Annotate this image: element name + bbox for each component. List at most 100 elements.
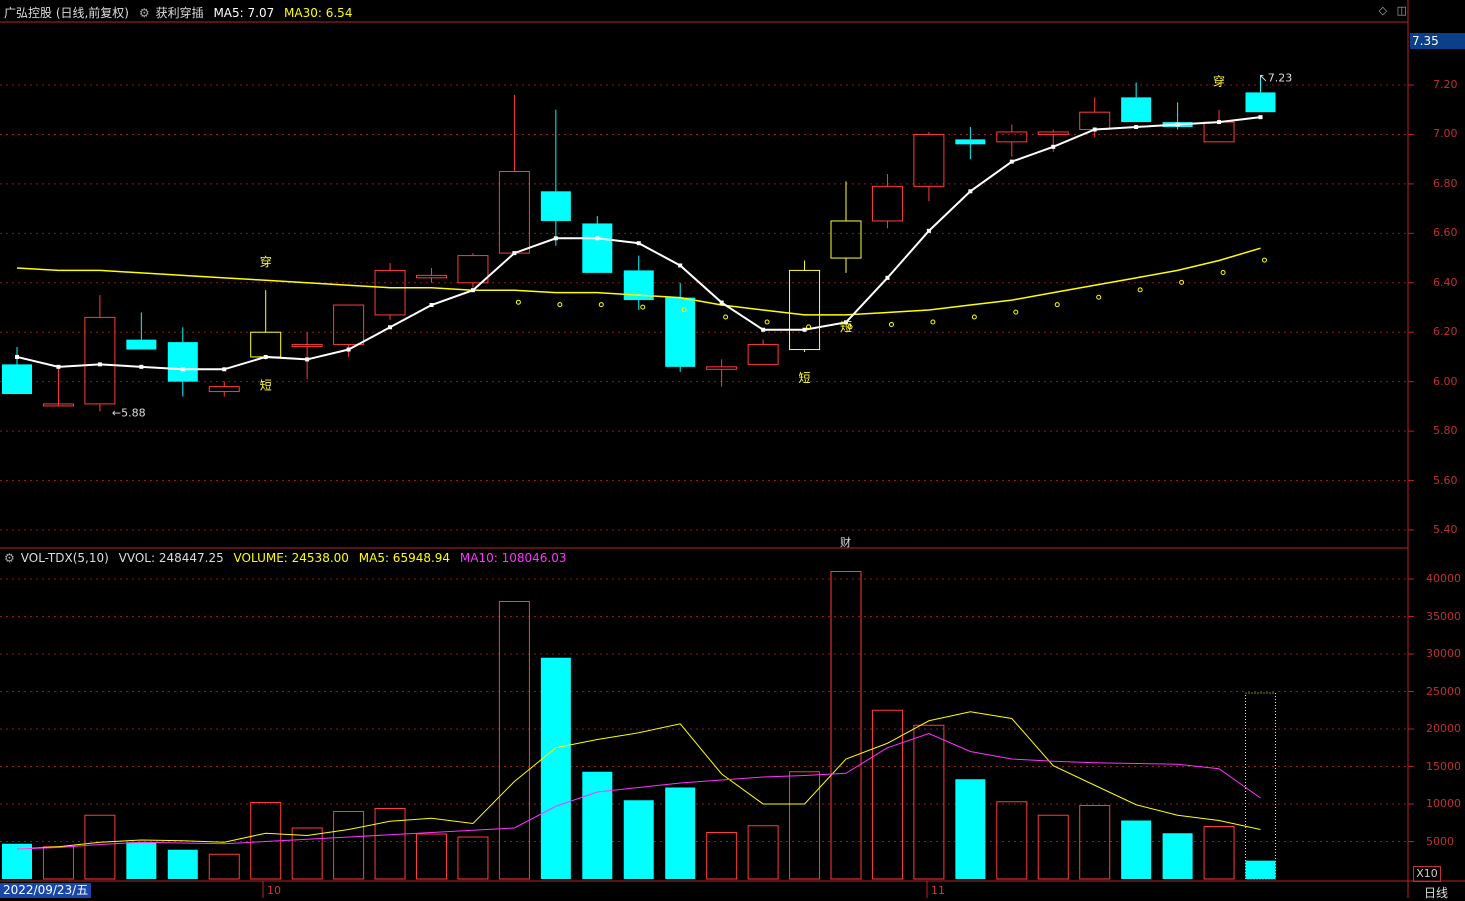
volume-bar	[1203, 826, 1235, 880]
candle-body	[126, 339, 157, 350]
volume-tick-label: 25000	[1426, 684, 1461, 698]
ma30-marker	[1013, 309, 1019, 315]
price-tick-label: 5.80	[1433, 424, 1458, 438]
ma30-marker	[847, 324, 853, 330]
candle-body	[1245, 92, 1276, 113]
price-tick-label: 5.60	[1433, 473, 1458, 487]
candle-body	[84, 316, 116, 405]
price-tick-label: 6.20	[1433, 325, 1458, 339]
volume-bar	[333, 811, 365, 880]
ma5-point	[802, 327, 807, 332]
ma30-marker	[557, 302, 563, 308]
volume-bar	[416, 833, 447, 880]
ma30-marker	[1220, 270, 1226, 276]
ma30-marker	[515, 299, 521, 305]
candle-body	[913, 133, 945, 187]
volume-bar	[208, 853, 240, 880]
price-tick-label: 5.40	[1433, 523, 1458, 536]
ma5-point	[1051, 144, 1056, 149]
ma5-point	[926, 228, 931, 233]
vol-ma5-value: MA5: 65948.94	[358, 551, 451, 565]
ma30-marker	[1262, 257, 1267, 263]
indicator-name[interactable]: 获利穿插	[155, 6, 204, 20]
volume-bar	[996, 801, 1028, 880]
volume-bar	[582, 771, 613, 879]
ma30-marker	[723, 314, 729, 320]
volume-tick-label: 30000	[1426, 647, 1461, 660]
candle-body	[250, 331, 282, 358]
vol-ma10-value: MA10: 108046.03	[459, 551, 567, 565]
volume-bar	[374, 808, 406, 880]
ma5-point	[885, 275, 890, 280]
volume-unit: X10	[1413, 866, 1441, 882]
volume-bar	[747, 825, 779, 880]
period-label[interactable]: 日线	[1424, 886, 1449, 900]
candle-body	[457, 255, 489, 284]
volume-tick-label: 20000	[1426, 722, 1461, 735]
volume-bar	[913, 724, 945, 880]
candle-body	[830, 220, 862, 259]
volume-tick-label: 35000	[1426, 609, 1461, 623]
ma5-point	[968, 189, 973, 194]
ma5-point	[139, 364, 144, 369]
ma5-point	[636, 241, 641, 246]
candle-body	[871, 185, 903, 222]
ma30-marker	[806, 324, 812, 330]
volume-bar	[457, 836, 489, 880]
vol-indicator-name[interactable]: VOL-TDX(5,10)	[20, 551, 109, 565]
ma5-point	[1092, 127, 1097, 132]
candle-body	[582, 223, 613, 273]
ma5-point	[346, 347, 351, 352]
candle-body	[416, 274, 447, 279]
ma30-marker	[1179, 279, 1185, 285]
settings-icon[interactable]: ⚙	[138, 6, 150, 20]
settings-icon[interactable]: ⚙	[4, 551, 15, 565]
ma5-point	[222, 367, 227, 372]
candle-body	[540, 191, 571, 221]
ma30-marker	[598, 302, 604, 308]
volume-bar	[871, 709, 903, 880]
high-price-label: ↖7.23	[1259, 72, 1293, 85]
ma5-point	[97, 362, 102, 367]
ma30-marker	[930, 319, 936, 325]
maximize-icon[interactable]: ◫	[1396, 4, 1407, 17]
candle-body	[374, 269, 406, 316]
candle-body	[706, 366, 738, 370]
ma5-point	[595, 236, 600, 241]
ma5-point	[553, 236, 558, 241]
low-price-label: ←5.88	[112, 406, 146, 419]
ma5-point	[429, 303, 434, 308]
candle-body	[498, 171, 530, 254]
candle-body	[1037, 131, 1069, 135]
volume-bar	[1121, 820, 1152, 879]
main-chart-header: 广弘控股 (日线,前复权) ⚙ 获利穿插 MA5: 7.07 MA30: 6.54	[4, 4, 358, 21]
volume-bar	[1245, 860, 1276, 879]
volume-bar	[84, 814, 116, 880]
volume-bar	[955, 779, 986, 879]
vol-ma10-line	[16, 732, 1261, 850]
ma5-point	[1175, 122, 1180, 127]
ma5-point	[1258, 115, 1263, 120]
price-tick-label: 6.00	[1433, 374, 1458, 388]
candle-body	[1121, 97, 1152, 123]
month-label-oct: 10	[267, 884, 281, 897]
volume-bar	[1079, 805, 1111, 880]
ma5-point	[180, 367, 185, 372]
volume-tick-label: 5000	[1426, 834, 1454, 848]
candle-body	[291, 344, 323, 348]
diamond-icon[interactable]: ◇	[1378, 4, 1388, 17]
stock-name[interactable]: 广弘控股 (日线,前复权)	[4, 6, 129, 20]
price-tick-label: 7.20	[1433, 78, 1458, 91]
volume-tick-label: 10000	[1426, 797, 1461, 810]
volume-bar	[167, 849, 198, 879]
price-tick-label: 6.80	[1433, 176, 1458, 190]
ma30-marker	[888, 321, 894, 327]
candle-body	[1079, 111, 1111, 130]
ma5-point	[56, 364, 61, 369]
signal-label: 短	[260, 378, 272, 392]
volume-bar	[2, 843, 32, 879]
volume-bar	[42, 846, 74, 880]
ma30-marker	[681, 307, 687, 313]
volume-header: ⚙ VOL-TDX(5,10) VVOL: 248447.25 VOLUME: 2…	[4, 551, 572, 565]
